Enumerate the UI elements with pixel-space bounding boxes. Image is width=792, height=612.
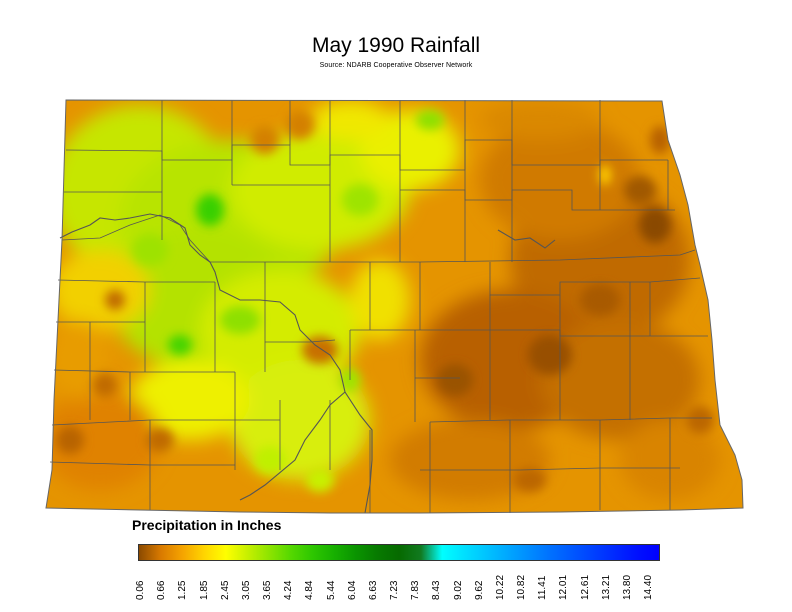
- legend-tick-label: 12.01: [558, 574, 570, 600]
- county-boundaries: [49, 100, 712, 513]
- legend-tick-label: 3.05: [240, 580, 252, 600]
- legend-tick-label: 12.61: [579, 574, 591, 600]
- legend-tick-label: 3.65: [262, 580, 273, 600]
- legend-tick-label: 4.84: [304, 580, 316, 600]
- legend-title: Precipitation in Inches: [132, 517, 282, 533]
- legend-tick-label: 5.44: [325, 580, 337, 600]
- legend-tick-label: 13.21: [600, 574, 612, 600]
- legend-tick-label: 1.85: [198, 580, 210, 600]
- legend-tick-label: 9.62: [473, 580, 485, 600]
- legend-tick-label: 0.66: [156, 580, 168, 600]
- legend-color-bar: [138, 544, 660, 561]
- legend-tick-label: 7.23: [389, 580, 400, 600]
- state-outline: [45, 99, 744, 514]
- legend-tick-label: 8.43: [431, 580, 443, 600]
- legend-tick-label: 0.06: [135, 580, 146, 600]
- legend-tick-label: 6.63: [367, 580, 379, 600]
- legend-tick-label: 10.22: [494, 574, 506, 600]
- legend-tick-label: 2.45: [219, 580, 231, 600]
- legend-tick-label: 10.82: [516, 574, 527, 600]
- legend-tick-label: 9.02: [452, 580, 464, 600]
- map-subtitle: Source: NDARB Cooperative Observer Netwo…: [319, 62, 473, 69]
- legend-tick-label: 6.04: [346, 580, 358, 600]
- legend-tick-label: 13.80: [621, 574, 633, 600]
- legend-tick-label: 1.25: [177, 580, 189, 600]
- legend-tick-label: 7.83: [410, 580, 422, 600]
- legend-tick-label: 14.40: [643, 574, 654, 600]
- legend-tick-label: 11.41: [537, 575, 549, 600]
- map-title: May 1990 Rainfall: [311, 34, 481, 57]
- precipitation-map: [45, 99, 744, 514]
- precip-field: [46, 100, 743, 513]
- legend-tick-label: 4.24: [283, 580, 295, 600]
- missouri-river: [59, 213, 556, 514]
